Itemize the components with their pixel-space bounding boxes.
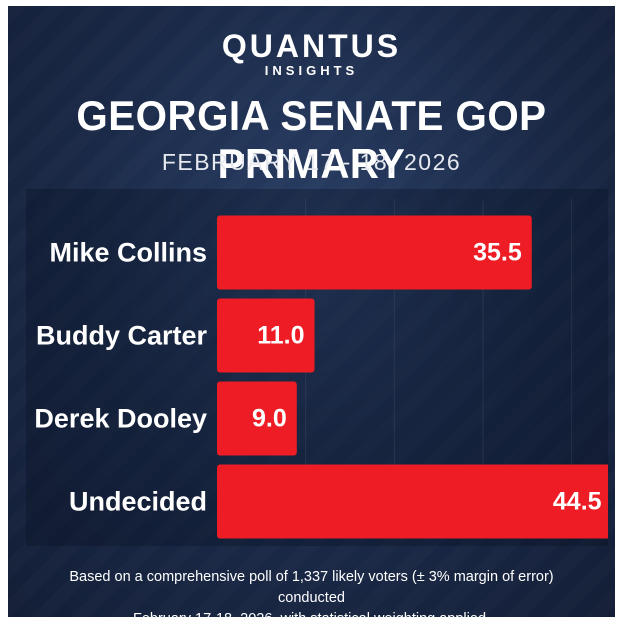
bar-chart-svg: Mike Collins 35.5 Buddy Carter 11.0 Derek Do… [34,199,608,539]
bar-chart: Mike Collins 35.5 Buddy Carter 11.0 Derek Do… [26,189,608,546]
bar-undecided [217,464,608,539]
category-label: Mike Collins [49,238,207,268]
category-label: Undecided [69,487,207,517]
chart-subtitle: FEBRUARY 17 - 18, 2026 [161,149,462,175]
brand-tagline: INSIGHTS [264,63,359,78]
bar-buddy-carter [217,298,315,373]
value-label: 44.5 [553,488,602,516]
value-label: 35.5 [473,239,522,267]
methodology-line-2: February 17-18, 2026, with statistical w… [38,609,585,617]
value-label: 11.0 [257,322,304,350]
poll-card: QUANTUS INSIGHTS GEORGIA SENATE GOP PRIM… [8,6,615,617]
chart-title: GEORGIA SENATE GOP PRIMARY [76,92,547,187]
category-label: Buddy Carter [36,321,208,351]
methodology-line-1: Based on a comprehensive poll of 1,337 l… [69,569,554,606]
bar-derek-dooley [217,381,297,456]
value-label: 9.0 [252,405,287,433]
brand-logo: QUANTUS [221,28,402,64]
bar-mike-collins [217,215,532,290]
methodology-note: Based on a comprehensive poll of 1,337 l… [38,567,585,617]
category-label: Derek Dooley [34,404,207,434]
